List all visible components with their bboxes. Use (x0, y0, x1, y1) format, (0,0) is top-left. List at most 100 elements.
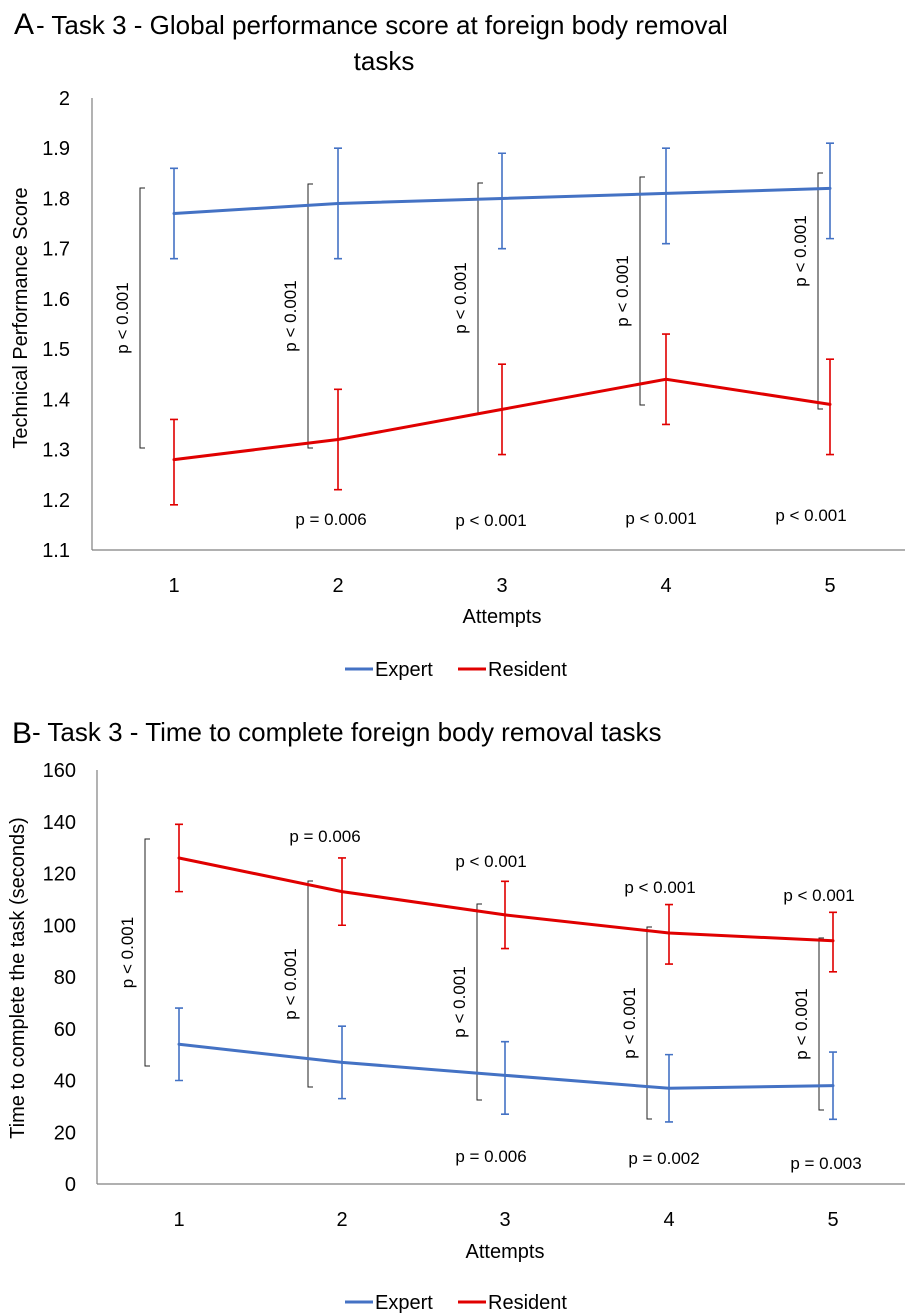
chart-b-title: - Task 3 - Time to complete foreign body… (32, 717, 662, 747)
between-p-value: p < 0.001 (791, 215, 810, 286)
y-tick-label: 20 (54, 1122, 76, 1144)
above-p-value: p < 0.001 (624, 878, 695, 897)
data-point-resident (500, 407, 504, 411)
series-line-expert (178, 1042, 834, 1090)
significance-bracket (476, 903, 482, 1101)
between-p-value: p < 0.001 (281, 280, 300, 351)
below-p-value: p < 0.001 (625, 509, 696, 528)
x-tick-label: 1 (168, 575, 179, 597)
above-p-value: p < 0.001 (783, 886, 854, 905)
below-p-value: p = 0.002 (628, 1149, 699, 1168)
y-tick-label: 1.4 (42, 389, 70, 411)
panel-a-letter: A (14, 8, 34, 41)
below-p-value: p = 0.006 (295, 510, 366, 529)
between-p-value: p < 0.001 (113, 282, 132, 353)
data-point-resident (664, 377, 668, 381)
data-point-expert (831, 1084, 835, 1088)
above-p-value: p < 0.001 (455, 852, 526, 871)
data-point-expert (340, 1060, 344, 1064)
error-bar-expert (826, 142, 834, 240)
y-tick-label: 1.5 (42, 339, 70, 361)
significance-bracket (144, 838, 150, 1067)
y-tick-label: 1.8 (42, 188, 70, 210)
chart-a-brackets (139, 172, 823, 449)
chart-b-x-ticks: 1 2 3 4 5 (173, 1209, 838, 1231)
x-tick-label: 5 (824, 575, 835, 597)
chart-b-x-label: Attempts (466, 1241, 545, 1263)
y-tick-label: 100 (43, 915, 76, 937)
y-tick-label: 1.2 (42, 490, 70, 512)
between-p-value: p < 0.001 (792, 988, 811, 1059)
error-bar-expert (498, 152, 506, 250)
data-point-resident (177, 856, 181, 860)
legend-b-resident-label: Resident (488, 1292, 567, 1314)
chart-a-legend: Expert Resident (345, 659, 567, 681)
y-tick-label: 40 (54, 1071, 76, 1093)
x-tick-label: 2 (336, 1209, 347, 1231)
chart-b-y-ticks: 160 140 120 100 80 60 40 20 0 (43, 760, 76, 1196)
significance-bracket (307, 183, 313, 449)
chart-a-y-ticks: 2 1.9 1.8 1.7 1.6 1.5 1.4 1.3 1.2 1.1 (42, 88, 70, 562)
above-p-value: p = 0.006 (289, 827, 360, 846)
chart-a-series (170, 142, 834, 506)
data-point-expert (503, 1073, 507, 1077)
data-point-expert (828, 186, 832, 190)
chart-b-series (175, 823, 837, 1123)
y-tick-label: 2 (59, 88, 70, 110)
between-p-value: p < 0.001 (451, 262, 470, 333)
data-point-expert (667, 1086, 671, 1090)
chart-a-y-label: Technical Performance Score (10, 187, 32, 448)
legend-a-resident-label: Resident (488, 659, 567, 681)
data-point-expert (500, 196, 504, 200)
y-tick-label: 1.3 (42, 440, 70, 462)
data-point-resident (336, 438, 340, 442)
error-bar-expert (501, 1040, 509, 1115)
y-tick-label: 140 (43, 812, 76, 834)
chart-a-title-line1: - Task 3 - Global performance score at f… (36, 10, 728, 40)
between-p-value: p < 0.001 (620, 987, 639, 1058)
data-point-resident (172, 458, 176, 462)
below-p-value: p = 0.003 (790, 1154, 861, 1173)
data-point-resident (828, 402, 832, 406)
chart-a-x-ticks: 1 2 3 4 5 (168, 575, 835, 597)
significance-bracket (639, 176, 645, 406)
significance-bracket (307, 880, 313, 1088)
y-tick-label: 1.6 (42, 289, 70, 311)
x-tick-label: 3 (499, 1209, 510, 1231)
data-point-expert (664, 191, 668, 195)
data-point-expert (336, 201, 340, 205)
chart-b-legend: Expert Resident (345, 1292, 567, 1314)
chart-b-annotations: p < 0.001 p < 0.001 p < 0.001 p < 0.001 p < … (118, 827, 862, 1173)
data-point-expert (172, 212, 176, 216)
x-tick-label: 3 (496, 575, 507, 597)
data-point-resident (831, 939, 835, 943)
between-p-value: p < 0.001 (613, 255, 632, 326)
data-point-resident (667, 931, 671, 935)
legend-a-expert-label: Expert (375, 659, 433, 681)
y-tick-label: 1.9 (42, 138, 70, 160)
chart-b-y-label: Time to complete the task (seconds) (7, 817, 29, 1139)
y-tick-label: 120 (43, 864, 76, 886)
between-p-value: p < 0.001 (450, 966, 469, 1037)
error-bar-resident (170, 418, 178, 506)
significance-bracket (818, 937, 824, 1111)
error-bar-expert (662, 147, 670, 245)
significance-bracket (477, 182, 483, 414)
significance-bracket (646, 926, 652, 1120)
y-tick-label: 0 (65, 1174, 76, 1196)
significance-bracket (139, 187, 145, 449)
panel-b: B - Task 3 - Time to complete foreign bo… (7, 717, 905, 1314)
chart-b-brackets (144, 838, 824, 1120)
x-tick-label: 4 (663, 1209, 674, 1231)
error-bar-resident (826, 358, 834, 456)
x-tick-label: 4 (660, 575, 671, 597)
y-tick-label: 80 (54, 967, 76, 989)
below-p-value: p < 0.001 (455, 511, 526, 530)
y-tick-label: 160 (43, 760, 76, 782)
y-tick-label: 1.7 (42, 239, 70, 261)
y-tick-label: 1.1 (42, 540, 70, 562)
panel-a: A - Task 3 - Global performance score at… (10, 8, 905, 681)
legend-b-expert-label: Expert (375, 1292, 433, 1314)
chart-a-annotations: p < 0.001 p < 0.001 p < 0.001 p < 0.001 p < … (113, 215, 847, 530)
